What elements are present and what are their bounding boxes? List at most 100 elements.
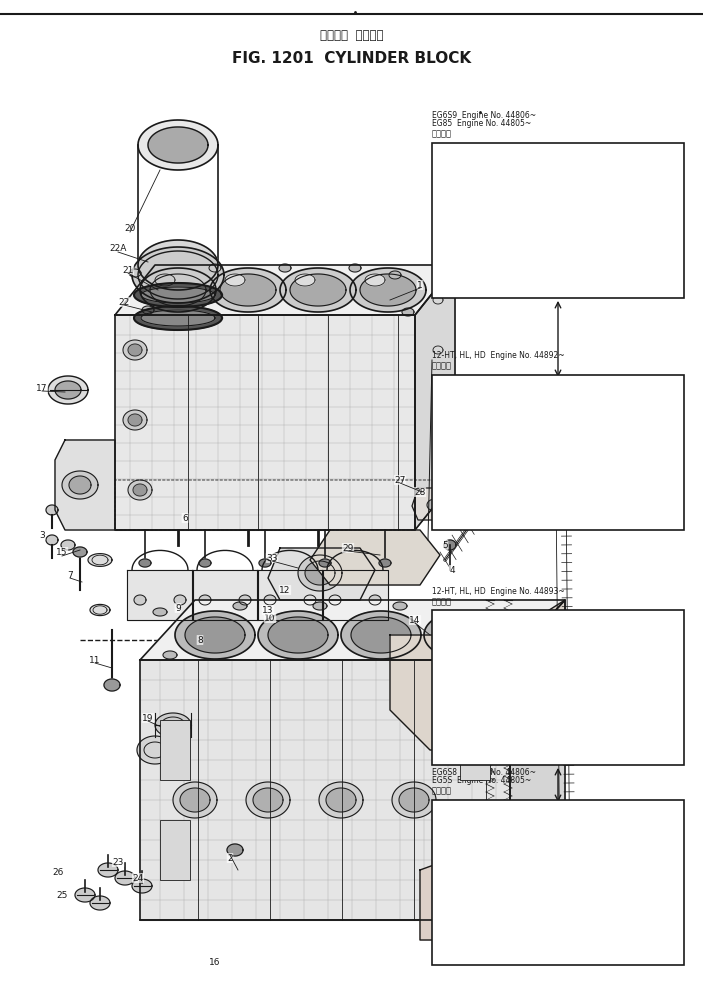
Polygon shape — [444, 540, 456, 550]
Polygon shape — [516, 870, 560, 901]
Polygon shape — [210, 268, 286, 312]
Polygon shape — [257, 570, 323, 620]
Text: 29: 29 — [641, 163, 659, 176]
Polygon shape — [155, 274, 175, 286]
Polygon shape — [434, 617, 494, 653]
Bar — [432, 610, 684, 765]
Polygon shape — [392, 782, 436, 818]
Polygon shape — [259, 559, 271, 567]
Bar — [160, 820, 190, 880]
Text: EG85  Engine No. 44805~: EG85 Engine No. 44805~ — [432, 119, 531, 128]
Polygon shape — [483, 420, 593, 495]
Polygon shape — [379, 559, 391, 567]
Polygon shape — [369, 595, 381, 605]
Polygon shape — [538, 895, 552, 905]
Polygon shape — [551, 193, 565, 203]
Polygon shape — [304, 595, 316, 605]
Polygon shape — [134, 306, 222, 330]
Text: 23: 23 — [112, 858, 124, 867]
Polygon shape — [138, 240, 218, 290]
Polygon shape — [264, 595, 276, 605]
Polygon shape — [483, 480, 608, 495]
Text: 14: 14 — [409, 616, 420, 624]
Polygon shape — [128, 480, 152, 500]
Polygon shape — [132, 247, 224, 303]
Polygon shape — [174, 595, 186, 605]
Bar — [432, 143, 684, 298]
Polygon shape — [138, 120, 218, 170]
Text: 19: 19 — [142, 713, 154, 722]
Polygon shape — [478, 645, 608, 735]
Polygon shape — [225, 274, 245, 286]
Polygon shape — [483, 611, 497, 619]
Polygon shape — [127, 570, 193, 620]
Polygon shape — [220, 274, 276, 306]
Polygon shape — [473, 879, 517, 911]
Polygon shape — [199, 595, 211, 605]
Text: 適用番号: 適用番号 — [432, 361, 452, 370]
Text: 15: 15 — [56, 548, 67, 557]
Polygon shape — [295, 274, 315, 286]
Bar — [160, 720, 190, 780]
Polygon shape — [313, 602, 327, 610]
Polygon shape — [115, 315, 415, 530]
Bar — [432, 800, 684, 965]
Polygon shape — [115, 871, 135, 885]
Polygon shape — [173, 782, 217, 818]
Text: 適用番号: 適用番号 — [432, 786, 452, 795]
Polygon shape — [134, 595, 146, 605]
Text: 30: 30 — [646, 824, 664, 837]
Text: 32: 32 — [534, 923, 546, 932]
Polygon shape — [137, 736, 173, 764]
Polygon shape — [140, 600, 565, 660]
Polygon shape — [483, 841, 613, 936]
Text: 適用番号: 適用番号 — [432, 597, 452, 606]
Text: 28: 28 — [414, 487, 426, 496]
Polygon shape — [351, 617, 411, 653]
Text: 30: 30 — [515, 950, 526, 959]
Polygon shape — [412, 488, 462, 520]
Polygon shape — [548, 915, 562, 925]
Polygon shape — [199, 559, 211, 567]
Polygon shape — [500, 464, 516, 476]
Polygon shape — [163, 651, 177, 659]
Text: 12: 12 — [279, 586, 290, 595]
Polygon shape — [268, 617, 328, 653]
Polygon shape — [510, 600, 565, 920]
Polygon shape — [496, 193, 510, 203]
Polygon shape — [399, 788, 429, 812]
Polygon shape — [280, 268, 356, 312]
Polygon shape — [427, 499, 443, 511]
Polygon shape — [455, 662, 525, 718]
Polygon shape — [142, 306, 154, 314]
Polygon shape — [496, 243, 510, 253]
Text: 24: 24 — [132, 873, 143, 882]
Text: 12-HT, HL, HD  Engine No. 44893~: 12-HT, HL, HD Engine No. 44893~ — [432, 587, 565, 596]
Polygon shape — [69, 476, 91, 494]
Polygon shape — [233, 602, 247, 610]
Polygon shape — [132, 879, 152, 893]
Polygon shape — [46, 535, 58, 545]
Text: 22: 22 — [118, 298, 129, 307]
Text: 3: 3 — [39, 531, 45, 540]
Polygon shape — [483, 905, 613, 936]
Polygon shape — [129, 269, 141, 277]
Polygon shape — [140, 660, 510, 920]
Polygon shape — [128, 414, 142, 426]
Polygon shape — [319, 782, 363, 818]
Polygon shape — [463, 872, 527, 919]
Polygon shape — [478, 715, 608, 735]
Polygon shape — [148, 127, 208, 163]
Polygon shape — [48, 376, 88, 404]
Polygon shape — [420, 830, 575, 940]
Text: 33: 33 — [266, 554, 278, 563]
Polygon shape — [575, 679, 591, 691]
Polygon shape — [389, 271, 401, 279]
Text: 2: 2 — [227, 854, 233, 863]
Text: 4: 4 — [449, 566, 455, 575]
Polygon shape — [551, 243, 565, 253]
Polygon shape — [515, 668, 571, 712]
Text: 22A: 22A — [109, 243, 127, 253]
Text: 30: 30 — [641, 628, 659, 641]
Text: 適用番号: 適用番号 — [432, 129, 452, 138]
